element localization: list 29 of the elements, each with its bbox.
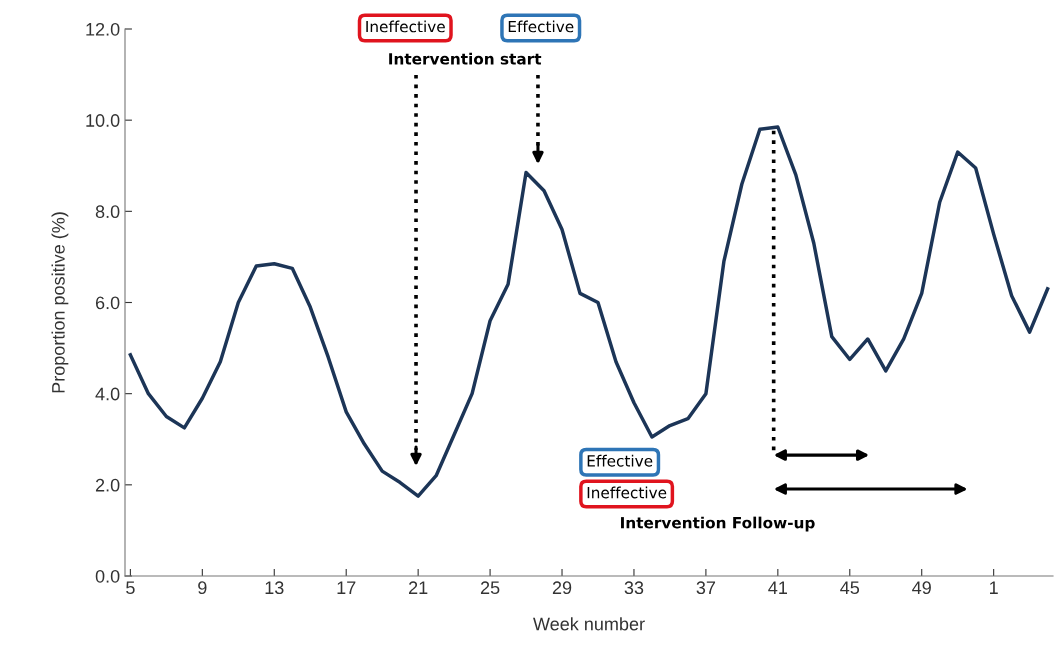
x-tick-label: 25 — [480, 581, 500, 595]
y-tick-label: 8.0 — [95, 205, 120, 219]
annotation: Intervention Follow-up — [621, 516, 815, 532]
x-tick-label: 41 — [768, 581, 787, 594]
x-tick-label: 21 — [409, 581, 428, 594]
annotation: Effective — [587, 454, 653, 467]
x-axis-title: Week number — [533, 617, 645, 631]
annotation: Intervention start — [389, 52, 542, 65]
x-tick-label: 9 — [198, 581, 207, 595]
x-tick-label: 13 — [265, 581, 284, 595]
y-tick-label: 12.0 — [86, 22, 120, 36]
annotation: Effective — [508, 20, 574, 33]
x-tick-label: 1 — [990, 581, 998, 594]
annotation: Ineffective — [587, 486, 667, 499]
line-series — [128, 125, 1050, 498]
x-tick-label: 33 — [624, 581, 644, 595]
x-tick-label: 45 — [840, 581, 860, 595]
y-tick-label: 2.0 — [95, 478, 120, 492]
x-tick-label: 17 — [337, 581, 356, 594]
x-tick-label: 37 — [696, 581, 716, 595]
x-tick-label: 5 — [126, 581, 135, 595]
x-tick-label: 29 — [552, 581, 572, 595]
x-tick-label: 49 — [912, 581, 931, 595]
annotation: Ineffective — [366, 20, 445, 33]
y-tick-label: 4.0 — [95, 387, 120, 401]
y-tick-label: 0.0 — [95, 569, 120, 583]
y-axis-title: Proportion positive (%) — [51, 212, 69, 393]
y-tick-label: 10.0 — [86, 114, 120, 127]
y-tick-label: 6.0 — [95, 296, 120, 310]
